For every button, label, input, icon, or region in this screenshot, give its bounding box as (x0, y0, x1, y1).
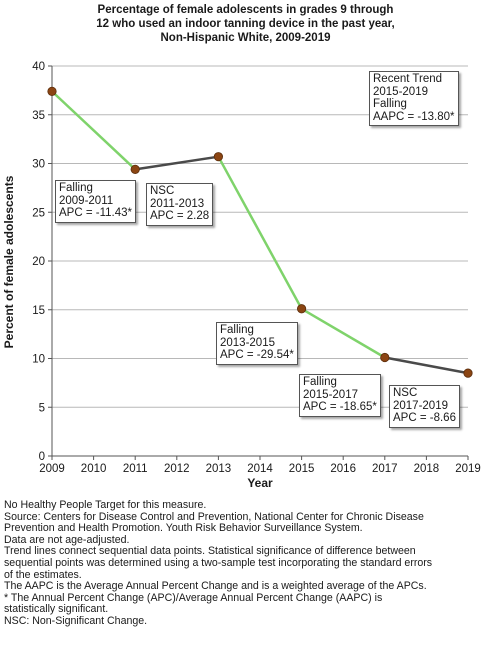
footnote-line: Data are not age-adjusted. (4, 533, 130, 546)
data-point (213, 152, 223, 162)
tick-labels: 0 5 10 15 20 25 30 35 40 2009 2010 2011 2012 2013 2014… (32, 61, 481, 475)
x-tick-label: 2019 (455, 463, 481, 475)
annotation-line: 2013-2015 (220, 336, 275, 349)
annotation-line: 2011-2013 (150, 197, 205, 210)
x-tick-label: 2009 (39, 463, 65, 475)
footnote-line: of the estimates. (4, 568, 82, 581)
annotation-2017-2019: NSC 2017-2019 APC = -8.66 (389, 385, 460, 428)
footnote-line: Source: Centers for Disease Control and … (4, 510, 424, 523)
footnote-line: NSC: Non-Significant Change. (4, 614, 148, 627)
y-tick-label: 30 (32, 159, 45, 171)
data-point (380, 352, 390, 363)
significant-trend-segment (300, 307, 387, 359)
y-tick-label: 25 (32, 207, 45, 219)
annotation-line: AAPC = -13.80* (373, 110, 455, 123)
annotation-line: Falling (303, 376, 337, 388)
chart-title-line: Percentage of female adolescents in grad… (97, 4, 394, 16)
annotation-line: 2015-2017 (303, 388, 358, 401)
annotation-recent-trend: Recent Trend 2015-2019 Falling AAPC = -1… (369, 71, 459, 126)
footnote-line: * The Annual Percent Change (APC)/Averag… (4, 591, 383, 604)
annotation-line: APC = -8.66 (393, 412, 456, 424)
footnote-line: Prevention and Health Promotion. Youth R… (4, 522, 363, 535)
data-point (130, 164, 140, 174)
annotation-line: 2017-2019 (393, 399, 448, 412)
annotation-line: APC = 2.28 (150, 210, 210, 222)
chart-title-line: Non-Hispanic White, 2009-2019 (160, 32, 331, 44)
footnote-line: statistically significant. (4, 603, 109, 616)
y-tick-label: 15 (32, 305, 45, 317)
gridlines (52, 65, 468, 408)
footnote-line: sequential points was determined using a… (4, 556, 433, 569)
x-tick-label: 2010 (81, 463, 107, 475)
x-tick-label: 2015 (289, 463, 315, 475)
x-tick-label: 2011 (123, 463, 148, 475)
x-axis-title: Year (247, 476, 273, 490)
annotation-line: Recent Trend (373, 73, 443, 85)
x-tick-label: 2013 (206, 463, 232, 475)
annotation-line: Falling (373, 98, 407, 110)
data-points (47, 86, 473, 378)
significant-trend-segment (50, 90, 137, 171)
annotation-2013-2015: Falling 2013-2015 APC = -29.54* (216, 322, 298, 365)
annotation-2009-2011: Falling 2009-2011 APC = -11.43* (55, 180, 136, 223)
footnote-line: No Healthy People Target for this measur… (4, 499, 207, 511)
annotation-line: APC = -18.65* (303, 401, 377, 413)
annotation-line: Falling (220, 324, 254, 336)
y-tick-label: 40 (32, 61, 45, 73)
y-tick-label: 20 (32, 256, 45, 268)
annotation-line: NSC (393, 387, 418, 399)
y-tick-label: 35 (32, 110, 45, 122)
x-tick-label: 2018 (414, 463, 440, 475)
significant-trend-segment (217, 155, 303, 311)
data-point (296, 304, 307, 314)
axes (48, 65, 469, 460)
chart-title: Percentage of female adolescents in grad… (0, 3, 491, 45)
nonsignificant-trend-segment (133, 155, 220, 171)
footnote-line: The AAPC is the Average Annual Percent C… (4, 580, 427, 593)
data-point (463, 368, 473, 378)
y-tick-label: 10 (32, 354, 45, 366)
trend-line (50, 90, 470, 375)
y-tick-label: 5 (39, 402, 45, 414)
annotation-line: NSC (150, 185, 175, 197)
annotation-line: Falling (59, 182, 93, 194)
annotation-line: APC = -29.54* (220, 349, 294, 361)
x-tick-label: 2012 (164, 463, 190, 475)
data-point (47, 86, 57, 96)
annotation-2015-2017: Falling 2015-2017 APC = -18.65* (299, 374, 381, 417)
footnote-line: Trend lines connect sequential data poin… (4, 545, 416, 558)
line-chart: 0 5 10 15 20 25 30 35 40 2009 2010 2011 2012 2013 2014… (2, 61, 481, 490)
nonsignificant-trend-segment (383, 356, 470, 375)
x-tick-label: 2017 (372, 463, 398, 475)
annotation-line: APC = -11.43* (59, 207, 132, 219)
annotation-2011-2013: NSC 2011-2013 APC = 2.28 (146, 183, 214, 226)
y-axis-title: Percent of female adolescents (2, 175, 16, 348)
footnotes: No Healthy People Target for this measur… (4, 499, 488, 628)
x-tick-label: 2016 (330, 463, 356, 475)
y-tick-label: 0 (39, 451, 45, 463)
chart-title-line: 12 who used an indoor tanning device in … (96, 18, 395, 30)
x-tick-label: 2014 (247, 463, 273, 475)
annotation-line: 2009-2011 (59, 194, 114, 207)
annotation-line: 2015-2019 (373, 85, 428, 98)
